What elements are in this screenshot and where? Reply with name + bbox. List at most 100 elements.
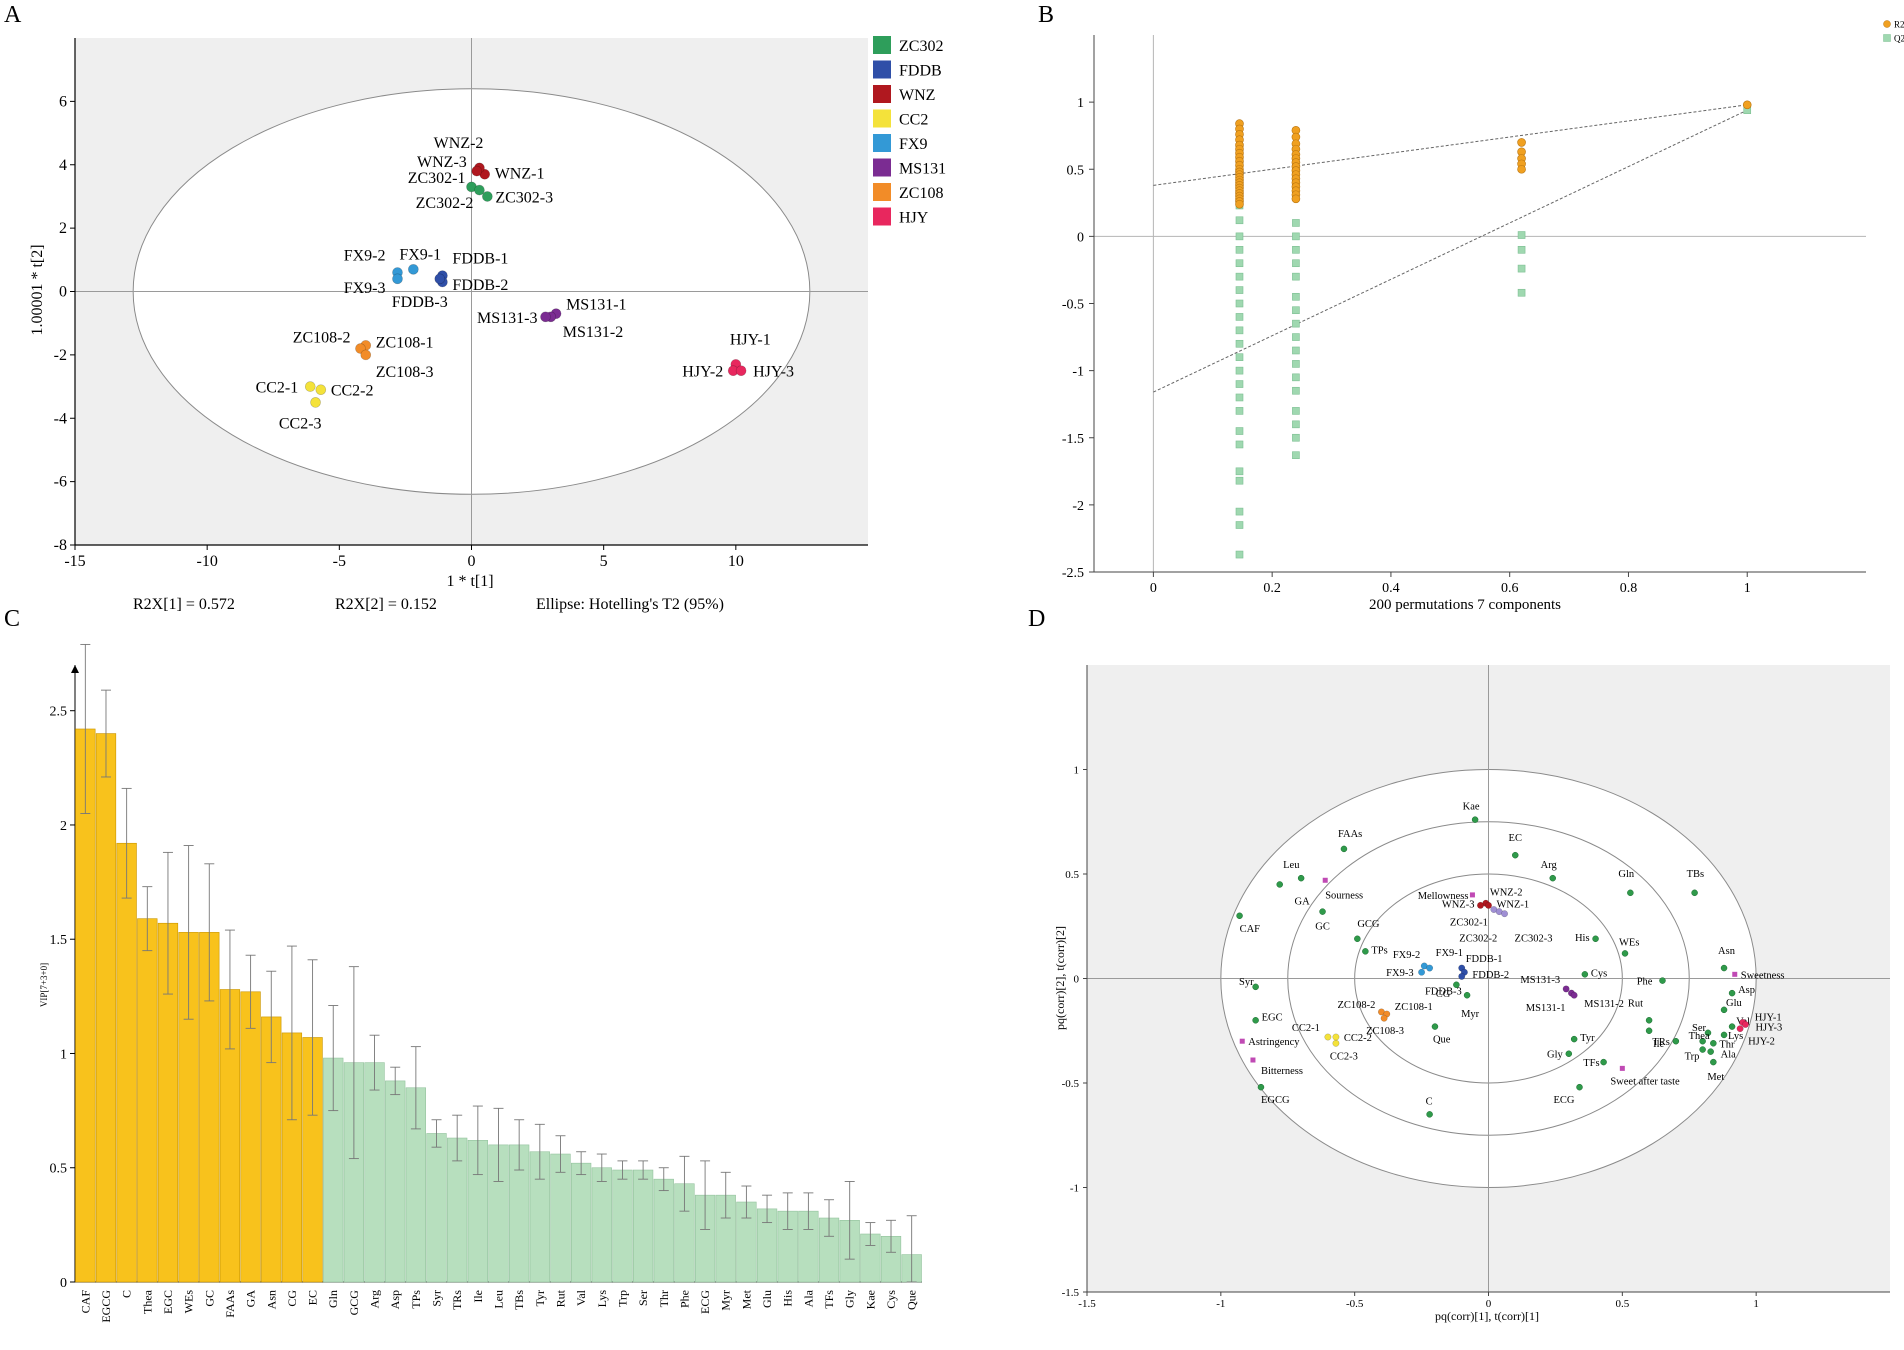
category-label: TBs bbox=[512, 1290, 526, 1310]
x-tick-label: 1 bbox=[1753, 1298, 1759, 1310]
variable-label: TRs bbox=[1652, 1037, 1670, 1048]
sample-point bbox=[1570, 991, 1578, 999]
variable-label: Glu bbox=[1726, 998, 1743, 1009]
y-tick-label: -1 bbox=[1072, 365, 1084, 380]
category-label: Lys bbox=[595, 1290, 609, 1308]
sample-label: FDDB-2 bbox=[452, 277, 508, 294]
x-tick-label: 0 bbox=[1486, 1298, 1492, 1310]
sample-point bbox=[1501, 910, 1509, 918]
sample-label: MS131-1 bbox=[566, 297, 626, 314]
variable-point bbox=[1720, 1006, 1728, 1014]
x-axis-label: 1 * t[1] bbox=[446, 573, 493, 590]
q2-point bbox=[1292, 232, 1300, 241]
panel-c-vip-bar-chart: 0 0.5 1 1.5 2 2.5 VIP[7+3+0] CAF EGCG C Thea EGC WEs… bbox=[39, 643, 922, 1323]
sample-label: ZC302-2 bbox=[1459, 934, 1497, 945]
q2-point bbox=[1235, 286, 1244, 294]
vip-bar bbox=[653, 1178, 674, 1283]
sample-label: FDDB-1 bbox=[452, 251, 508, 268]
sensory-label: Astringency bbox=[1248, 1037, 1300, 1048]
sample-point bbox=[1736, 1025, 1744, 1033]
r2-point bbox=[1517, 164, 1526, 174]
q2-point bbox=[1235, 521, 1244, 529]
y-tick-label: 1 bbox=[60, 1047, 67, 1062]
sample-label: MS131-3 bbox=[1520, 975, 1560, 986]
variable-point bbox=[1728, 989, 1736, 997]
vip-bar bbox=[591, 1167, 612, 1283]
sample-label: FDDB-3 bbox=[392, 294, 448, 311]
sample-label: FX9-3 bbox=[344, 280, 386, 297]
r2-point bbox=[1517, 138, 1526, 147]
vip-bar bbox=[364, 1062, 385, 1283]
variable-point bbox=[1512, 851, 1519, 859]
sample-label: WNZ-2 bbox=[434, 135, 484, 152]
y-tick-label: -1.5 bbox=[1062, 1287, 1080, 1299]
q2-point bbox=[1235, 326, 1244, 335]
sensory-point bbox=[1250, 1057, 1256, 1063]
sensory-point bbox=[1732, 971, 1738, 977]
sample-label: MS131-2 bbox=[1584, 999, 1624, 1010]
variable-label: Cys bbox=[1591, 968, 1607, 979]
q2-point bbox=[1235, 407, 1244, 415]
sample-label: WNZ-3 bbox=[1442, 899, 1475, 910]
variable-label: Arg bbox=[1541, 860, 1558, 871]
variable-label: Thea bbox=[1689, 1031, 1710, 1042]
q2-point bbox=[1235, 393, 1244, 402]
sample-label: ZC108-1 bbox=[1395, 1002, 1433, 1013]
q2-point bbox=[1292, 346, 1300, 355]
category-label: GA bbox=[244, 1290, 258, 1308]
y-tick-label: 2 bbox=[59, 220, 67, 237]
category-label: Ile bbox=[471, 1290, 485, 1303]
category-label: Ser bbox=[636, 1290, 650, 1306]
variable-label: Rut bbox=[1628, 998, 1643, 1009]
x-tick-label: -0.5 bbox=[1346, 1298, 1364, 1310]
category-label: Syr bbox=[430, 1290, 444, 1307]
legend-label: R2 bbox=[1894, 20, 1904, 30]
variable-point bbox=[1354, 935, 1361, 943]
sample-label: CC2-3 bbox=[1330, 1051, 1358, 1062]
category-label: CAF bbox=[78, 1290, 92, 1314]
y-tick-label: 0 bbox=[1074, 974, 1080, 986]
y-tick-label: 0 bbox=[60, 1276, 67, 1291]
category-label: Met bbox=[739, 1289, 753, 1309]
y-axis-arrow bbox=[71, 665, 79, 673]
sample-point bbox=[392, 273, 403, 285]
variable-point bbox=[1319, 908, 1326, 915]
y-tick-label: 1 bbox=[1074, 765, 1080, 777]
category-label: GC bbox=[202, 1290, 216, 1307]
sample-point bbox=[1324, 1033, 1332, 1041]
q2-point bbox=[1292, 386, 1300, 395]
sample-point bbox=[360, 349, 372, 361]
variable-point bbox=[1627, 889, 1634, 897]
legend-label: WNZ bbox=[899, 87, 935, 104]
category-label: EGC bbox=[161, 1290, 175, 1314]
legend-swatch bbox=[873, 207, 891, 226]
x-tick-label: 0 bbox=[468, 553, 476, 570]
y-tick-label: 1 bbox=[1077, 96, 1084, 111]
y-tick-label: 0 bbox=[59, 284, 67, 301]
variable-point bbox=[1720, 964, 1728, 972]
x-tick-label: -5 bbox=[333, 553, 346, 570]
q2-point bbox=[1235, 550, 1244, 559]
sample-point bbox=[310, 397, 321, 408]
sensory-point bbox=[1619, 1065, 1625, 1071]
variable-point bbox=[1276, 881, 1283, 888]
sensory-label: Sourness bbox=[1325, 890, 1363, 901]
q2-point bbox=[1292, 292, 1300, 301]
sample-point bbox=[1742, 1021, 1749, 1028]
vip-bar bbox=[632, 1169, 654, 1283]
panel-d-biplot: -1.5 -1 -0.5 0 0.5 1 -1.5 -1 -0.5 0 0.5 1 pq(corr)[1… bbox=[1053, 665, 1890, 1323]
sample-point bbox=[304, 381, 316, 392]
category-label: EGCG bbox=[99, 1290, 113, 1323]
variable-label: GC bbox=[1315, 922, 1330, 933]
sample-point bbox=[482, 191, 493, 202]
variable-point bbox=[1645, 1017, 1653, 1024]
q2-regression-line bbox=[1153, 109, 1748, 393]
sample-label: MS131-1 bbox=[1526, 1003, 1566, 1014]
category-label: Asp bbox=[388, 1290, 402, 1309]
q2-point bbox=[1292, 433, 1300, 442]
x-tick-label: 0.8 bbox=[1620, 581, 1638, 596]
sample-point bbox=[408, 264, 419, 275]
variable-point bbox=[1621, 950, 1629, 957]
sample-point bbox=[474, 184, 485, 196]
q2-point bbox=[1235, 380, 1244, 388]
